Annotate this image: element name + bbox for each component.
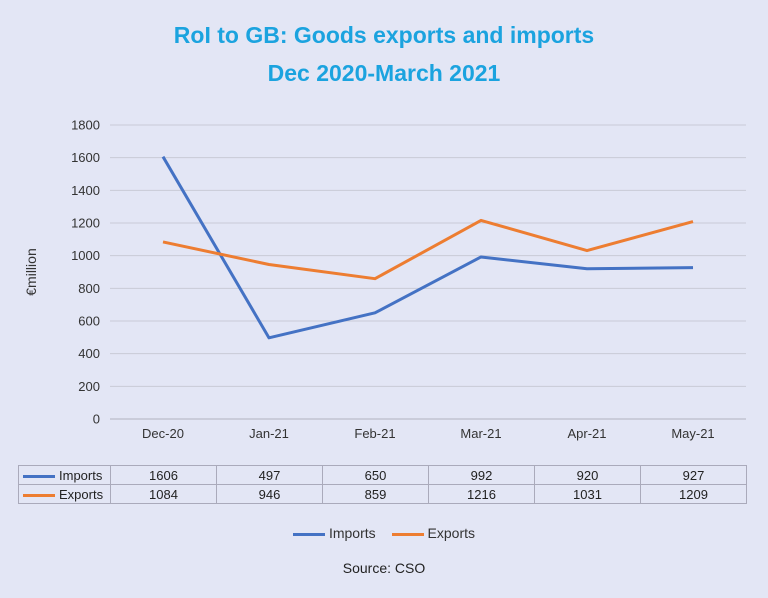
table-cell: 497: [216, 465, 323, 485]
table-cell: 1216: [428, 484, 535, 504]
legend-item-exports: Exports: [391, 525, 476, 541]
y-tick-label: 0: [93, 412, 100, 427]
legend: Imports Exports: [0, 525, 768, 541]
x-tick-label: Apr-21: [567, 426, 606, 441]
source-note: Source: CSO: [342, 560, 426, 576]
table-cell: 1084: [110, 484, 217, 504]
table-cell: 1209: [640, 484, 747, 504]
table-cell: 650: [322, 465, 429, 485]
table-cell: 1606: [110, 465, 217, 485]
series-line-exports: [162, 218, 694, 281]
exports-legend-line: [391, 532, 424, 536]
y-tick-label: 1200: [71, 216, 100, 231]
table-cell: 927: [640, 465, 747, 485]
legend-label-exports: Exports: [427, 525, 476, 541]
legend-item-imports: Imports: [292, 525, 376, 541]
imports-legend-line: [292, 532, 325, 536]
imports-swatch: [23, 474, 55, 478]
chart-title: RoI to GB: Goods exports and imports: [173, 22, 595, 48]
data-table: Imports 1606 497 650 992 920 927 Exports…: [18, 465, 747, 504]
series-line-imports: [161, 155, 694, 340]
table-cell: 992: [428, 465, 535, 485]
x-tick-label: May-21: [671, 426, 714, 441]
y-tick-label: 1400: [71, 183, 100, 198]
y-axis-label: €million: [23, 248, 39, 295]
table-cell: 859: [322, 484, 429, 504]
y-tick-label: 600: [78, 314, 100, 329]
y-tick-label: 1600: [71, 150, 100, 165]
table-cell: 920: [534, 465, 641, 485]
x-tick-label: Jan-21: [249, 426, 289, 441]
y-tick-label: 1000: [71, 248, 100, 263]
line-chart: 0 200 400 600 800 1000 1200 1400 1600 1800 Dec-20 J…: [23, 118, 746, 441]
y-tick-label: 1800: [71, 118, 100, 133]
y-tick-label: 200: [78, 379, 100, 394]
y-tick-label: 800: [78, 281, 100, 296]
table-row: Exports 1084 946 859 1216 1031 1209: [18, 484, 747, 504]
x-tick-label: Mar-21: [460, 426, 501, 441]
x-tick-label: Dec-20: [142, 426, 184, 441]
exports-row-label: Exports: [59, 486, 104, 502]
y-tick-label: 400: [78, 346, 100, 361]
exports-swatch: [23, 493, 55, 497]
chart-subtitle: Dec 2020-March 2021: [267, 60, 501, 86]
exports-row-header: Exports: [18, 484, 111, 504]
legend-label-imports: Imports: [328, 525, 376, 541]
x-tick-label: Feb-21: [354, 426, 395, 441]
table-cell: 946: [216, 484, 323, 504]
table-row: Imports 1606 497 650 992 920 927: [18, 465, 747, 485]
imports-row-label: Imports: [59, 467, 103, 483]
table-cell: 1031: [534, 484, 641, 504]
imports-row-header: Imports: [18, 465, 111, 485]
